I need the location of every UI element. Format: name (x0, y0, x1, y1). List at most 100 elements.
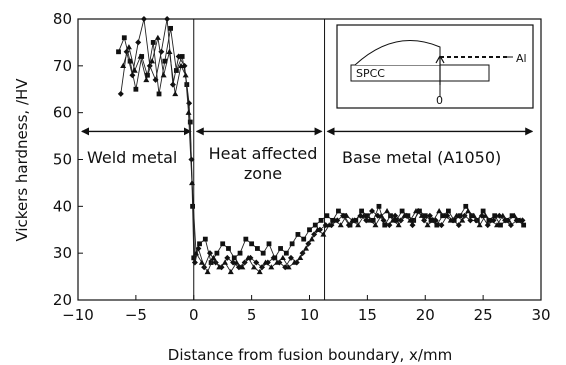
data-point (314, 226, 321, 232)
data-point (222, 259, 229, 265)
data-point (158, 48, 165, 55)
data-point (156, 91, 162, 97)
data-point (123, 48, 130, 55)
data-point (188, 156, 195, 163)
data-point (476, 222, 483, 228)
data-point (150, 40, 156, 45)
data-point (401, 212, 408, 218)
data-point (297, 254, 304, 261)
data-point (250, 264, 257, 270)
data-point (295, 232, 301, 237)
data-point (204, 268, 211, 275)
data-point (326, 222, 333, 228)
data-point (369, 208, 376, 215)
data-point (266, 241, 272, 247)
data-point (268, 264, 275, 270)
data-point (169, 81, 176, 88)
series-diamond (117, 16, 526, 271)
data-point (436, 208, 443, 214)
data-point (278, 246, 283, 251)
data-point (411, 217, 417, 223)
data-point (172, 90, 179, 97)
data-point (440, 213, 446, 219)
data-point (206, 250, 213, 257)
data-point (457, 213, 463, 219)
data-point (370, 217, 376, 223)
data-point (125, 44, 132, 50)
data-point (301, 236, 307, 242)
data-point (243, 236, 249, 242)
data-point (399, 208, 405, 214)
data-point (182, 72, 189, 78)
data-point (291, 259, 298, 265)
data-point (360, 212, 367, 218)
data-point (384, 208, 391, 214)
data-point (120, 62, 127, 69)
x-axis-ticks: −10 −5 0 5 10 15 20 25 30 (62, 295, 551, 324)
data-point (117, 90, 124, 97)
data-point (164, 16, 171, 22)
x-tick-label: 10 (300, 306, 319, 324)
data-point (470, 212, 477, 218)
data-point (469, 213, 474, 219)
data-point (428, 217, 434, 223)
data-point (434, 222, 440, 228)
data-point (366, 217, 373, 223)
data-point (149, 58, 156, 64)
data-point (318, 217, 324, 223)
data-point (214, 250, 220, 256)
data-point (166, 48, 173, 54)
data-point (227, 268, 234, 275)
data-point (143, 76, 150, 83)
data-point (336, 208, 341, 214)
data-point (430, 217, 437, 223)
y-tick-label: 60 (53, 104, 72, 122)
data-point (343, 212, 350, 218)
data-point (195, 245, 202, 252)
data-point (465, 208, 472, 214)
data-point (210, 254, 217, 261)
data-point (198, 259, 205, 265)
data-point (175, 53, 182, 60)
data-point (133, 86, 139, 92)
data-series (116, 16, 527, 275)
data-point (486, 217, 492, 223)
inset-label-origin: 0 (436, 94, 443, 107)
data-point (499, 212, 506, 218)
data-point (324, 213, 330, 219)
region-label-haz-line1: Heat affected (209, 144, 318, 163)
data-point (191, 259, 198, 266)
data-point (376, 203, 382, 209)
data-point (418, 212, 425, 218)
data-point (262, 259, 269, 265)
data-point (453, 212, 460, 218)
data-point (364, 213, 370, 219)
data-point (191, 255, 197, 261)
x-tick-label: 0 (189, 306, 199, 324)
inset-label-al: Al (516, 52, 527, 65)
data-point (320, 231, 327, 237)
data-point (480, 208, 486, 214)
data-point (482, 212, 489, 218)
data-point (239, 264, 246, 270)
data-point (463, 203, 469, 209)
data-point (193, 250, 200, 256)
data-point (168, 25, 173, 31)
data-point (283, 250, 289, 256)
data-point (392, 212, 399, 219)
data-point (331, 217, 338, 223)
x-axis-title: Distance from fusion boundary, x/mm (168, 346, 452, 364)
data-point (349, 217, 356, 223)
data-point (312, 222, 318, 228)
data-point (378, 212, 385, 218)
data-point (393, 217, 399, 223)
data-point (245, 254, 252, 261)
data-point (131, 67, 138, 73)
data-point (178, 62, 185, 69)
data-point (467, 217, 474, 224)
y-tick-label: 70 (53, 57, 72, 75)
data-point (274, 259, 281, 265)
y-tick-label: 40 (53, 197, 72, 215)
data-point (426, 212, 433, 219)
